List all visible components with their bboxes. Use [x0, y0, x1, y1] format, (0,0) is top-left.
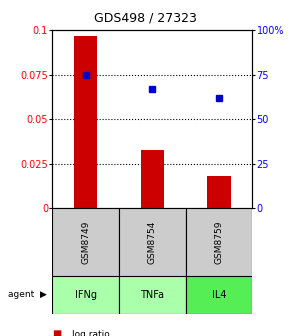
- Text: IFNg: IFNg: [75, 290, 97, 300]
- Text: agent  ▶: agent ▶: [8, 290, 46, 299]
- Bar: [141, 150, 164, 208]
- Text: GSM8754: GSM8754: [148, 220, 157, 264]
- Bar: [52, 208, 119, 276]
- Text: ■: ■: [52, 329, 61, 336]
- Bar: [186, 208, 252, 276]
- Bar: [52, 276, 119, 314]
- Bar: [207, 176, 231, 208]
- Text: GDS498 / 27323: GDS498 / 27323: [94, 12, 196, 25]
- Bar: [74, 36, 97, 208]
- Text: GSM8749: GSM8749: [81, 220, 90, 264]
- Text: log ratio: log ratio: [72, 330, 110, 336]
- Bar: [119, 208, 186, 276]
- Text: GSM8759: GSM8759: [214, 220, 224, 264]
- Bar: [186, 276, 252, 314]
- Text: IL4: IL4: [212, 290, 226, 300]
- Bar: [119, 276, 186, 314]
- Text: TNFa: TNFa: [140, 290, 164, 300]
